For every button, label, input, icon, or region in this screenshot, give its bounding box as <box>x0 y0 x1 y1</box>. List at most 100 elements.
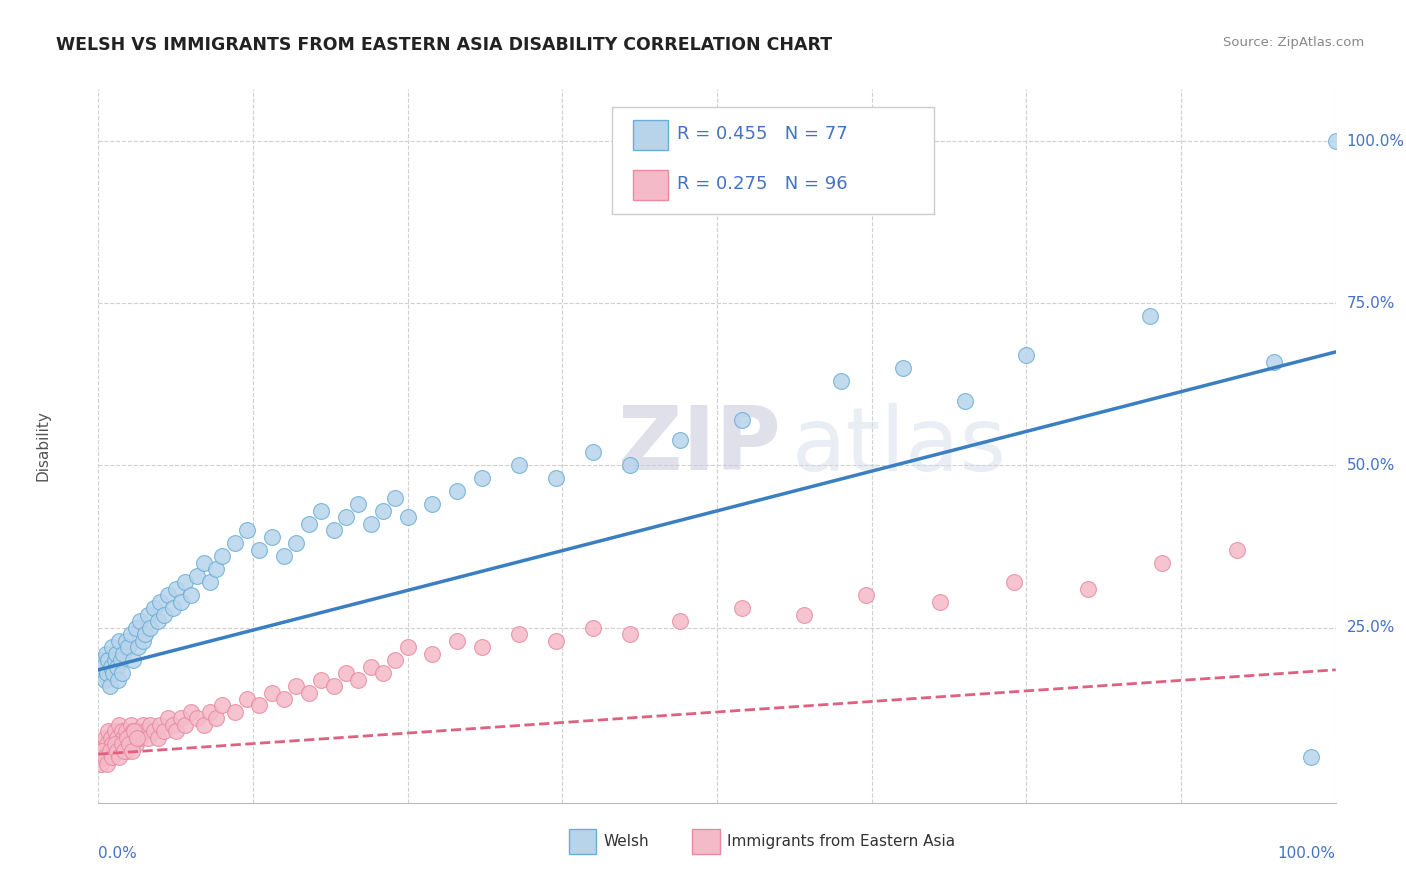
Point <box>111 666 134 681</box>
Point <box>156 711 179 725</box>
Point <box>112 744 135 758</box>
Text: ZIP: ZIP <box>619 402 780 490</box>
Point <box>98 744 121 758</box>
Point <box>322 679 344 693</box>
Point <box>114 724 136 739</box>
Point <box>298 516 321 531</box>
Point <box>107 673 129 687</box>
Point <box>273 692 295 706</box>
Point <box>105 731 128 745</box>
Point <box>396 640 419 654</box>
Text: R = 0.455   N = 77: R = 0.455 N = 77 <box>678 125 848 143</box>
Point <box>127 724 149 739</box>
Point <box>146 614 169 628</box>
Point <box>98 744 121 758</box>
Point <box>162 718 184 732</box>
Point <box>139 621 162 635</box>
Point <box>471 471 494 485</box>
Point <box>114 633 136 648</box>
Point <box>335 510 357 524</box>
Point <box>94 647 117 661</box>
Point <box>112 731 135 745</box>
FancyBboxPatch shape <box>568 830 596 855</box>
Point <box>731 413 754 427</box>
Text: Disability: Disability <box>35 410 51 482</box>
Point <box>162 601 184 615</box>
Point <box>273 549 295 564</box>
Point <box>93 731 115 745</box>
Point <box>115 731 138 745</box>
Text: 50.0%: 50.0% <box>1347 458 1395 473</box>
Point <box>104 738 127 752</box>
Point <box>139 718 162 732</box>
Point <box>891 361 914 376</box>
Point <box>236 692 259 706</box>
Point <box>731 601 754 615</box>
Point <box>153 724 176 739</box>
Point <box>90 666 112 681</box>
Point <box>122 724 145 739</box>
Text: WELSH VS IMMIGRANTS FROM EASTERN ASIA DISABILITY CORRELATION CHART: WELSH VS IMMIGRANTS FROM EASTERN ASIA DI… <box>56 36 832 54</box>
Point <box>211 549 233 564</box>
Point <box>205 562 228 576</box>
Point <box>134 627 156 641</box>
Point <box>153 607 176 622</box>
Point <box>422 497 444 511</box>
Point <box>1226 542 1249 557</box>
Point <box>384 653 406 667</box>
Point <box>198 575 221 590</box>
Text: Welsh: Welsh <box>603 834 648 849</box>
Point <box>97 724 120 739</box>
Point <box>132 633 155 648</box>
Point <box>103 666 125 681</box>
Point <box>619 458 641 473</box>
Point <box>124 621 146 635</box>
Point <box>193 718 215 732</box>
Point <box>110 653 132 667</box>
Point <box>211 698 233 713</box>
Point <box>180 705 202 719</box>
Point <box>285 536 308 550</box>
Point <box>105 744 128 758</box>
Point <box>110 738 132 752</box>
Point <box>93 750 115 764</box>
Point <box>90 750 112 764</box>
Point <box>149 595 172 609</box>
Point <box>396 510 419 524</box>
Point <box>91 744 114 758</box>
Point <box>108 750 131 764</box>
Text: Source: ZipAtlas.com: Source: ZipAtlas.com <box>1223 36 1364 49</box>
Point <box>129 614 152 628</box>
Point <box>100 659 122 673</box>
Point <box>156 588 179 602</box>
Point <box>371 666 394 681</box>
Point <box>117 640 139 654</box>
Point <box>669 614 692 628</box>
Point <box>96 666 118 681</box>
Point <box>1152 556 1174 570</box>
Point <box>347 673 370 687</box>
Point <box>111 738 134 752</box>
Point <box>360 516 382 531</box>
Point <box>793 607 815 622</box>
Point <box>260 685 283 699</box>
Point <box>582 445 605 459</box>
Text: atlas: atlas <box>792 402 1007 490</box>
Point <box>422 647 444 661</box>
Point <box>224 705 246 719</box>
Point <box>247 542 270 557</box>
Point <box>384 491 406 505</box>
Point <box>93 673 115 687</box>
Point <box>247 698 270 713</box>
Text: 100.0%: 100.0% <box>1278 846 1336 861</box>
Point <box>136 607 159 622</box>
Point <box>1299 750 1322 764</box>
Point <box>285 679 308 693</box>
Point <box>236 524 259 538</box>
Point <box>91 738 114 752</box>
Point <box>121 744 143 758</box>
Point <box>104 647 127 661</box>
Point <box>101 750 124 764</box>
Point <box>198 705 221 719</box>
Text: 0.0%: 0.0% <box>98 846 138 861</box>
